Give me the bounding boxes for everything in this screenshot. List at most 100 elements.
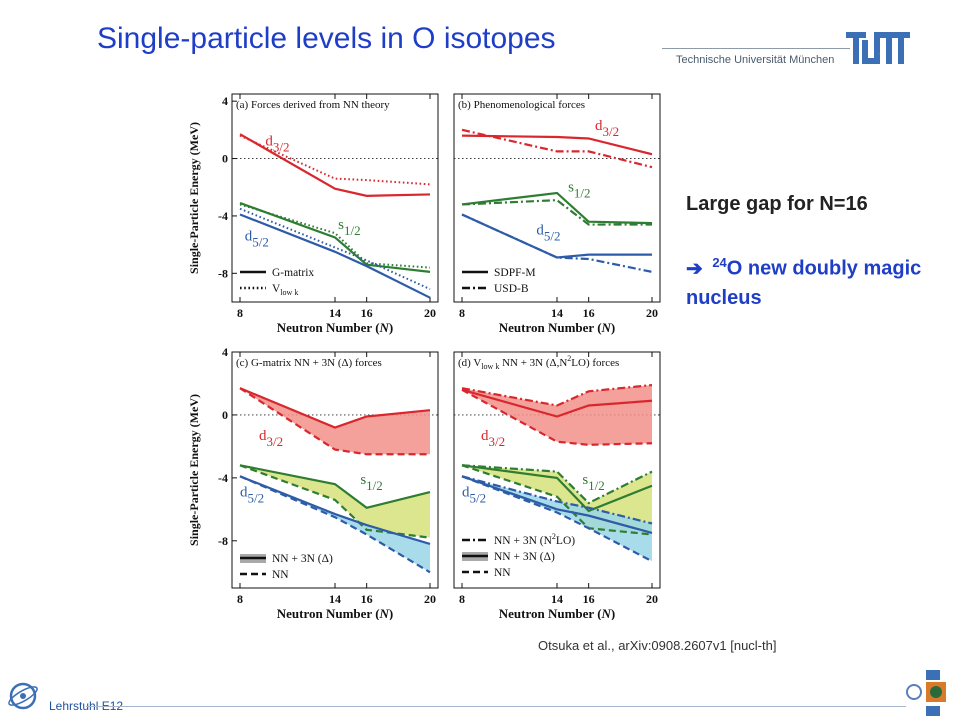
legend-label: NN + 3N (N2LO) xyxy=(494,532,575,547)
legend-label: NN xyxy=(494,567,511,579)
band-s1-2 xyxy=(240,465,430,538)
panel-title: (c) G-matrix NN + 3N (Δ) forces xyxy=(236,357,382,369)
y-tick-label: -4 xyxy=(218,209,228,223)
gap-line: Large gap for N=16 xyxy=(686,193,868,215)
legend-label: SDPF-M xyxy=(494,267,536,279)
legend-label: NN xyxy=(272,569,289,581)
band-d3-2 xyxy=(240,388,430,455)
footer-divider xyxy=(86,706,906,707)
series-s1-2-dashdot xyxy=(461,464,653,505)
slide-title: Single-particle levels in O isotopes xyxy=(97,22,556,55)
arrow-icon: ➔ xyxy=(686,257,703,280)
level-label: s1/2 xyxy=(360,472,382,493)
tum-logo: TUM xyxy=(846,32,910,64)
x-tick-label: 14 xyxy=(551,592,563,606)
y-axis-label: Single-Particle Energy (MeV) xyxy=(187,394,201,546)
series-s1-2-solid xyxy=(239,464,431,509)
level-label: d3/2 xyxy=(595,118,619,139)
institution-name: Technische Universität München xyxy=(676,54,835,66)
y-tick-label: 4 xyxy=(222,345,228,359)
panel-b: 8 14 16 20 Neutron Number (N) d3/2 s1/2 d5/2 (b)… xyxy=(453,93,661,335)
x-axis-label: Neutron Number (N) xyxy=(277,606,394,620)
level-label: s1/2 xyxy=(568,180,590,201)
series-d3-2-dashed xyxy=(239,387,430,456)
x-tick-label: 8 xyxy=(237,306,243,320)
x-tick-label: 20 xyxy=(424,306,436,320)
doubly-magic-line: ➔ 24O new doubly magic nucleus xyxy=(686,248,946,313)
x-tick-label: 16 xyxy=(361,306,373,320)
y-tick-label: -8 xyxy=(218,534,228,548)
series-d5-2-dashed xyxy=(461,475,653,563)
level-label: d5/2 xyxy=(536,223,560,244)
series-s1-2-solid xyxy=(461,191,653,225)
header-divider xyxy=(662,48,850,49)
level-label: d3/2 xyxy=(265,134,289,155)
level-label: d5/2 xyxy=(245,228,269,249)
y-tick-label: 0 xyxy=(222,152,228,166)
x-tick-label: 8 xyxy=(237,592,243,606)
y-tick-label: -8 xyxy=(218,266,228,280)
footer-logo-icon xyxy=(906,670,946,716)
series-d3-2-dashdot xyxy=(461,128,653,169)
y-axis-label: Single-Particle Energy (MeV) xyxy=(187,122,201,274)
x-tick-label: 20 xyxy=(646,592,658,606)
series-d5-2-dashed xyxy=(239,475,431,574)
gap-text: Large gap for N=16 ➔ 24O new doubly magi… xyxy=(686,190,946,313)
series-d3-2-solid xyxy=(461,134,653,156)
band-d3-2 xyxy=(462,385,652,445)
legend-label: Vlow k xyxy=(272,283,298,297)
series-s1-2-solid xyxy=(461,464,653,513)
figure: 8 14 16 20 Neutron Number (N) 4 0 -4 -8 Single-Pa… xyxy=(174,80,664,620)
series-d5-2-dashdot xyxy=(461,475,653,525)
legend-label: USD-B xyxy=(494,283,529,295)
legend-label: NN + 3N (Δ) xyxy=(272,553,333,565)
x-axis-label: Neutron Number (N) xyxy=(277,320,394,335)
y-tick-label: 0 xyxy=(222,408,228,422)
series-d3-2-dashed xyxy=(461,388,653,446)
series-s1-2-dashdot xyxy=(461,199,652,226)
level-label: d3/2 xyxy=(481,428,505,449)
x-tick-label: 16 xyxy=(583,592,595,606)
level-label: s1/2 xyxy=(338,217,360,238)
chair-logo-icon xyxy=(8,682,38,710)
x-tick-label: 14 xyxy=(329,306,341,320)
level-label: d3/2 xyxy=(259,428,283,449)
citation: Otsuka et al., arXiv:0908.2607v1 [nucl-t… xyxy=(538,638,777,653)
panel-a: 8 14 16 20 Neutron Number (N) 4 0 -4 -8 Single-Pa… xyxy=(187,93,439,335)
band-d5-2 xyxy=(462,476,652,562)
series-d3-2-solid xyxy=(239,387,431,429)
x-tick-label: 8 xyxy=(459,592,465,606)
panel-title: (a) Forces derived from NN theory xyxy=(236,99,390,111)
series-d3-2-dashdot xyxy=(461,383,653,407)
panel-title: (b) Phenomenological forces xyxy=(458,99,585,111)
doubly-magic-text: O new doubly magic nucleus xyxy=(686,257,922,309)
y-tick-label: 4 xyxy=(222,94,228,108)
x-tick-label: 14 xyxy=(329,592,341,606)
x-tick-label: 20 xyxy=(646,306,658,320)
series-s1-2-solid xyxy=(239,201,431,273)
legend-label: NN + 3N (Δ) xyxy=(494,551,555,563)
level-label: s1/2 xyxy=(582,472,604,493)
tum-logo-text: TUM xyxy=(879,53,881,55)
x-tick-label: 16 xyxy=(361,592,373,606)
level-label: d5/2 xyxy=(462,485,486,506)
series-d5-2-dotted xyxy=(239,207,431,291)
series-d5-2-solid xyxy=(239,213,431,299)
x-tick-label: 16 xyxy=(583,306,595,320)
series-d5-2-dashdot xyxy=(461,213,653,273)
series-d3-2-solid xyxy=(239,133,431,197)
series-d5-2-solid xyxy=(239,475,431,546)
series-d5-2-solid xyxy=(461,475,653,534)
x-tick-label: 20 xyxy=(424,592,436,606)
x-tick-label: 8 xyxy=(459,306,465,320)
x-axis-label: Neutron Number (N) xyxy=(499,606,616,620)
x-tick-label: 14 xyxy=(551,306,563,320)
panel-c: 8 14 16 20 Neutron Number (N) 4 0 -4 -8 Single-Pa… xyxy=(187,345,439,620)
y-tick-label: -4 xyxy=(218,471,228,485)
level-label: d5/2 xyxy=(240,485,264,506)
legend-label: G-matrix xyxy=(272,267,314,279)
panel-d: 8 14 16 20 Neutron Number (N) d3/2 s1/2 d5/2 (d)… xyxy=(453,351,661,620)
panel-title: (d) Vlow k NN + 3N (Δ,N2LO) forces xyxy=(458,354,619,371)
x-axis-label: Neutron Number (N) xyxy=(499,320,616,335)
series-d3-2-solid xyxy=(461,388,653,418)
